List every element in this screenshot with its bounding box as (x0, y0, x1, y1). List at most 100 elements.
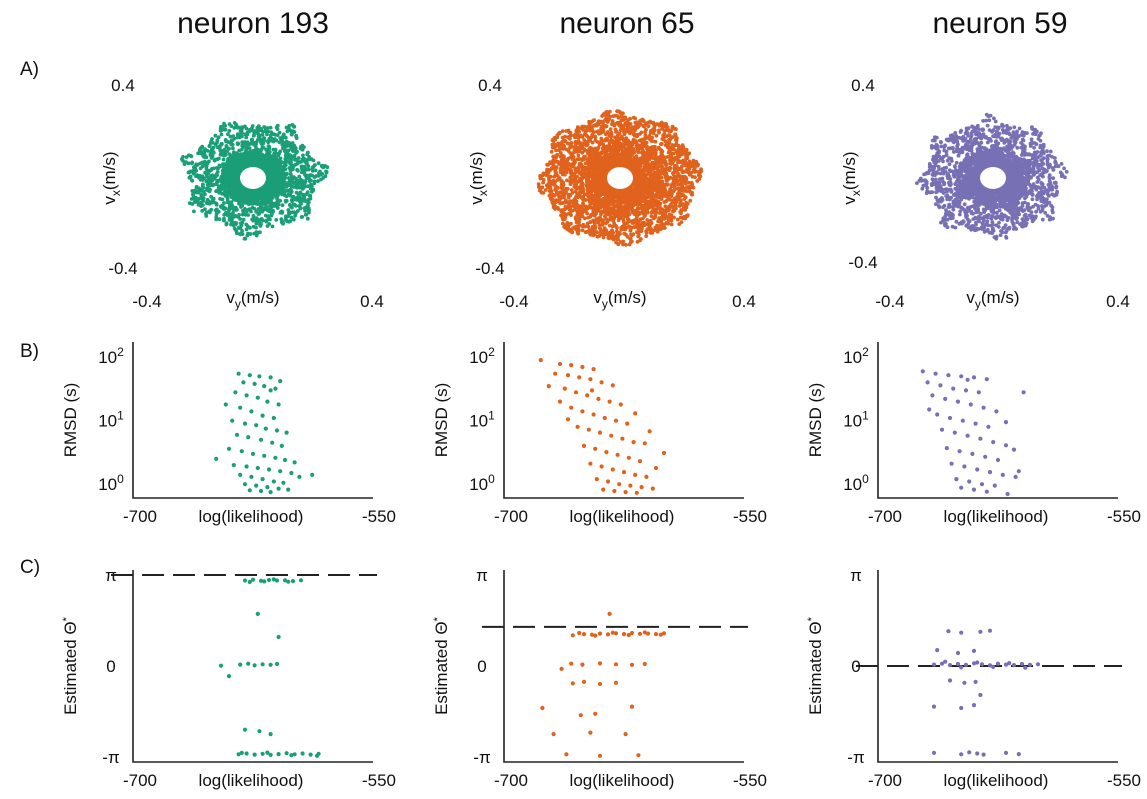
velocity-point (199, 188, 204, 193)
velocity-point (214, 189, 219, 193)
velocity-point (258, 136, 262, 141)
velocity-point (267, 222, 272, 226)
velocity-point (293, 203, 298, 208)
velocity-point (273, 147, 278, 152)
velocity-point (269, 158, 274, 163)
velocity-point (227, 186, 231, 191)
velocity-point (276, 158, 280, 163)
velocity-point (625, 221, 629, 226)
velocity-point (196, 202, 201, 207)
velocity-point (292, 124, 296, 129)
velocity-point (281, 146, 285, 151)
velocity-point (270, 201, 275, 206)
velocity-point (239, 187, 244, 192)
velocity-point (295, 149, 299, 154)
velocity-point (279, 182, 283, 186)
velocity-point (240, 196, 245, 201)
velocity-point (289, 131, 294, 136)
velocity-point (656, 226, 661, 230)
ytick-label-bottom: -0.4 (108, 259, 137, 278)
velocity-point (270, 138, 275, 142)
velocity-point (566, 211, 571, 216)
velocity-point (242, 190, 247, 195)
velocity-point (207, 183, 212, 188)
velocity-point (281, 221, 285, 226)
velocity-point (238, 184, 243, 189)
velocity-point (230, 218, 234, 222)
velocity-point (251, 224, 256, 229)
velocity-point (192, 209, 196, 214)
velocity-point (291, 194, 296, 199)
velocity-point (682, 197, 687, 202)
velocity-point (307, 176, 312, 181)
velocity-point (310, 189, 314, 194)
velocity-point (210, 176, 215, 181)
velocity-point (675, 217, 680, 222)
velocity-point (297, 198, 302, 203)
velocity-point (247, 129, 252, 134)
velocity-point (215, 138, 220, 143)
velocity-point (671, 172, 676, 177)
panel-title-neuron-65: neuron 65 (559, 7, 694, 40)
velocity-point (659, 142, 664, 146)
velocity-point (323, 164, 327, 168)
velocity-point (232, 166, 236, 171)
velocity-point (294, 134, 299, 139)
xtick-label-right: 0.4 (360, 292, 384, 311)
velocity-point (254, 209, 259, 214)
velocity-point (568, 145, 572, 150)
velocity-point (203, 192, 207, 197)
velocity-point (628, 236, 633, 241)
velocity-point (268, 217, 272, 222)
velocity-point (266, 197, 271, 202)
velocity-point (248, 151, 252, 155)
panel-title-neuron-59: neuron 59 (932, 7, 1067, 40)
velocity-point (283, 135, 288, 140)
velocity-point (280, 186, 284, 191)
velocity-point (305, 190, 310, 195)
velocity-point (248, 159, 252, 164)
velocity-point (268, 169, 273, 174)
velocity-point (251, 214, 256, 218)
velocity-point (299, 202, 303, 206)
velocity-point (679, 220, 684, 225)
velocity-point (235, 159, 240, 164)
panel-title-neuron-193: neuron 193 (177, 7, 329, 40)
velocity-point (305, 173, 310, 178)
velocity-point (293, 180, 298, 185)
velocity-point (256, 207, 261, 211)
velocity-point (663, 139, 668, 144)
velocity-point (259, 126, 263, 131)
velocity-point (184, 160, 188, 165)
velocity-point (262, 125, 267, 129)
velocity-point (218, 189, 222, 194)
ytick-label-top: 0.4 (111, 76, 135, 95)
velocity-point (244, 222, 249, 227)
velocity-point (288, 162, 293, 166)
velocity-point (286, 126, 291, 131)
velocity-point (209, 194, 214, 199)
velocity-point (289, 198, 294, 202)
velocity-point (253, 155, 258, 160)
velocity-point (223, 138, 228, 142)
velocity-point (250, 217, 255, 222)
velocity-point (690, 192, 695, 197)
velocity-point (270, 190, 274, 194)
velocity-point (236, 141, 241, 146)
velocity-point (592, 118, 596, 122)
velocity-point (245, 233, 250, 238)
velocity-point (614, 240, 618, 245)
velocity-point (274, 201, 279, 205)
velocity-point (284, 214, 288, 219)
velocity-point (229, 124, 234, 128)
velocity-point (316, 179, 320, 184)
velocity-point (300, 215, 305, 219)
velocity-point (299, 159, 304, 164)
velocity-point (274, 179, 278, 183)
velocity-point (280, 211, 285, 215)
velocity-point (264, 219, 269, 224)
velocity-point (227, 215, 232, 220)
velocity-point (275, 196, 279, 201)
velocity-point (254, 196, 258, 201)
